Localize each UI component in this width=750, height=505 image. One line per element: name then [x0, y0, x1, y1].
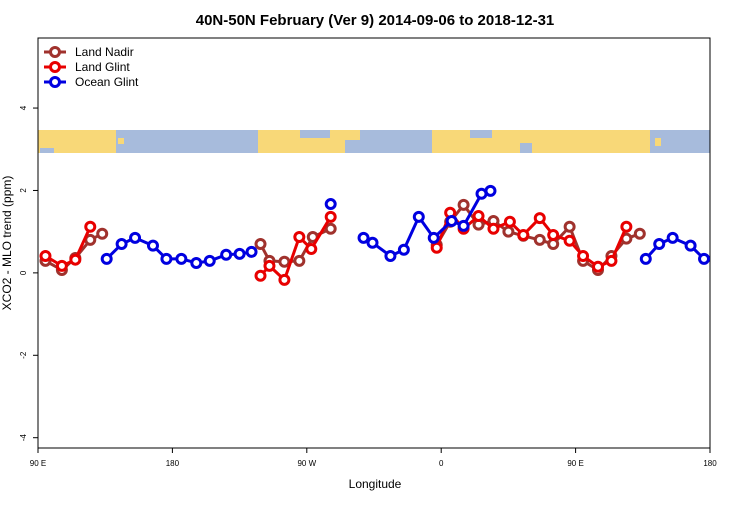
data-point: [254, 238, 267, 251]
y-tick-label: 0: [19, 270, 28, 275]
x-tick-label: 180: [703, 459, 717, 468]
data-point: [397, 243, 410, 256]
data-point: [533, 212, 546, 225]
data-point: [412, 210, 425, 223]
data-point: [430, 241, 443, 254]
data-point: [175, 252, 188, 265]
data-point: [100, 252, 113, 265]
legend-marker: [49, 76, 61, 88]
x-tick-label: 180: [166, 459, 180, 468]
data-point: [563, 220, 576, 233]
data-point: [445, 214, 458, 227]
data-point: [547, 228, 560, 241]
data-point: [146, 239, 159, 252]
data-point: [457, 198, 470, 211]
land: [655, 138, 661, 146]
data-point: [220, 248, 233, 261]
land: [118, 138, 124, 144]
data-point: [324, 222, 337, 235]
ocean: [470, 130, 492, 138]
data-point: [55, 259, 68, 272]
data-point: [203, 254, 216, 267]
data-point: [293, 231, 306, 244]
data-point: [263, 259, 276, 272]
ocean: [40, 148, 54, 153]
data-point: [96, 227, 109, 240]
data-point: [484, 184, 497, 197]
data-point: [633, 227, 646, 240]
legend-label: Ocean Glint: [75, 75, 139, 89]
data-point: [366, 236, 379, 249]
data-point: [684, 239, 697, 252]
y-tick-label: 4: [19, 105, 28, 110]
data-point: [457, 219, 470, 232]
data-point: [577, 249, 590, 262]
y-axis-label: XCO2 - MLO trend (ppm): [0, 176, 14, 311]
x-tick-label: 90 W: [297, 459, 316, 468]
data-point: [533, 233, 546, 246]
land: [432, 130, 650, 153]
data-point: [324, 198, 337, 211]
y-tick-label: -4: [19, 434, 28, 442]
data-point: [666, 231, 679, 244]
data-point: [384, 249, 397, 262]
data-point: [639, 252, 652, 265]
data-point: [278, 273, 291, 286]
data-point: [502, 225, 515, 238]
ocean: [300, 130, 330, 138]
data-point: [115, 238, 128, 251]
data-point: [563, 234, 576, 247]
data-point: [84, 220, 97, 233]
data-point: [620, 220, 633, 233]
data-point: [233, 247, 246, 260]
data-point: [129, 231, 142, 244]
data-point: [293, 254, 306, 267]
x-tick-label: 0: [439, 459, 444, 468]
x-axis-label: Longitude: [349, 477, 402, 491]
legend-marker: [49, 61, 61, 73]
data-point: [324, 210, 337, 223]
data-point: [254, 269, 267, 282]
data-point: [592, 260, 604, 273]
data-point: [357, 231, 370, 244]
legend-marker: [49, 46, 61, 58]
data-point: [487, 222, 500, 235]
y-tick-label: -2: [19, 351, 28, 359]
data-point: [69, 253, 82, 266]
data-point: [160, 252, 173, 265]
plot-frame: [37, 37, 711, 449]
legend-label: Land Nadir: [75, 45, 134, 59]
data-point: [503, 215, 516, 228]
land: [258, 130, 360, 153]
data-point: [190, 256, 203, 269]
ocean: [345, 140, 360, 153]
land: [38, 130, 116, 153]
data-point: [517, 228, 530, 241]
data-point: [653, 238, 666, 251]
data-point: [245, 245, 258, 258]
x-tick-label: 90 E: [567, 459, 583, 468]
x-tick-label: 90 E: [30, 459, 46, 468]
data-point: [605, 254, 618, 267]
ocean: [520, 143, 532, 153]
data-point: [472, 210, 485, 223]
data-point: [305, 242, 318, 255]
y-tick-label: 2: [19, 188, 28, 193]
data-point: [278, 255, 291, 268]
map-strip: [38, 130, 710, 153]
data-point: [427, 231, 440, 244]
chart-title: 40N-50N February (Ver 9) 2014-09-06 to 2…: [196, 12, 555, 29]
data-point: [698, 252, 711, 265]
data-point: [39, 249, 52, 262]
legend-label: Land Glint: [75, 60, 130, 74]
